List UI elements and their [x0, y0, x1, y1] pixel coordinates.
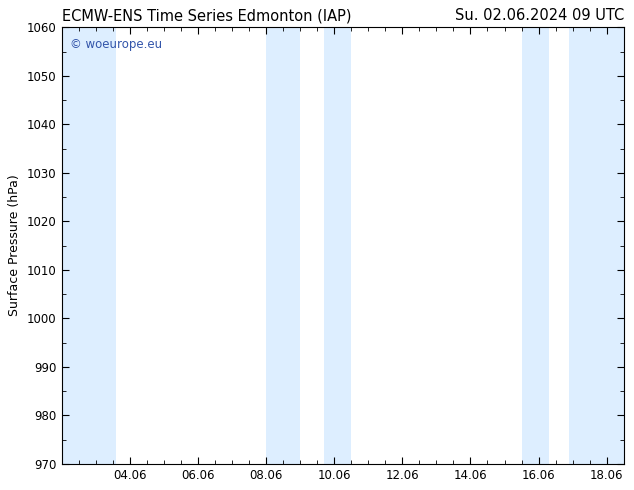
Text: Su. 02.06.2024 09 UTC: Su. 02.06.2024 09 UTC: [455, 8, 624, 24]
Text: ECMW-ENS Time Series Edmonton (IAP): ECMW-ENS Time Series Edmonton (IAP): [61, 8, 351, 24]
Bar: [569, 27, 624, 464]
Text: © woeurope.eu: © woeurope.eu: [70, 38, 162, 51]
Bar: [61, 27, 116, 464]
Bar: [266, 27, 300, 464]
Y-axis label: Surface Pressure (hPa): Surface Pressure (hPa): [8, 174, 22, 317]
Bar: [522, 27, 549, 464]
Bar: [324, 27, 351, 464]
